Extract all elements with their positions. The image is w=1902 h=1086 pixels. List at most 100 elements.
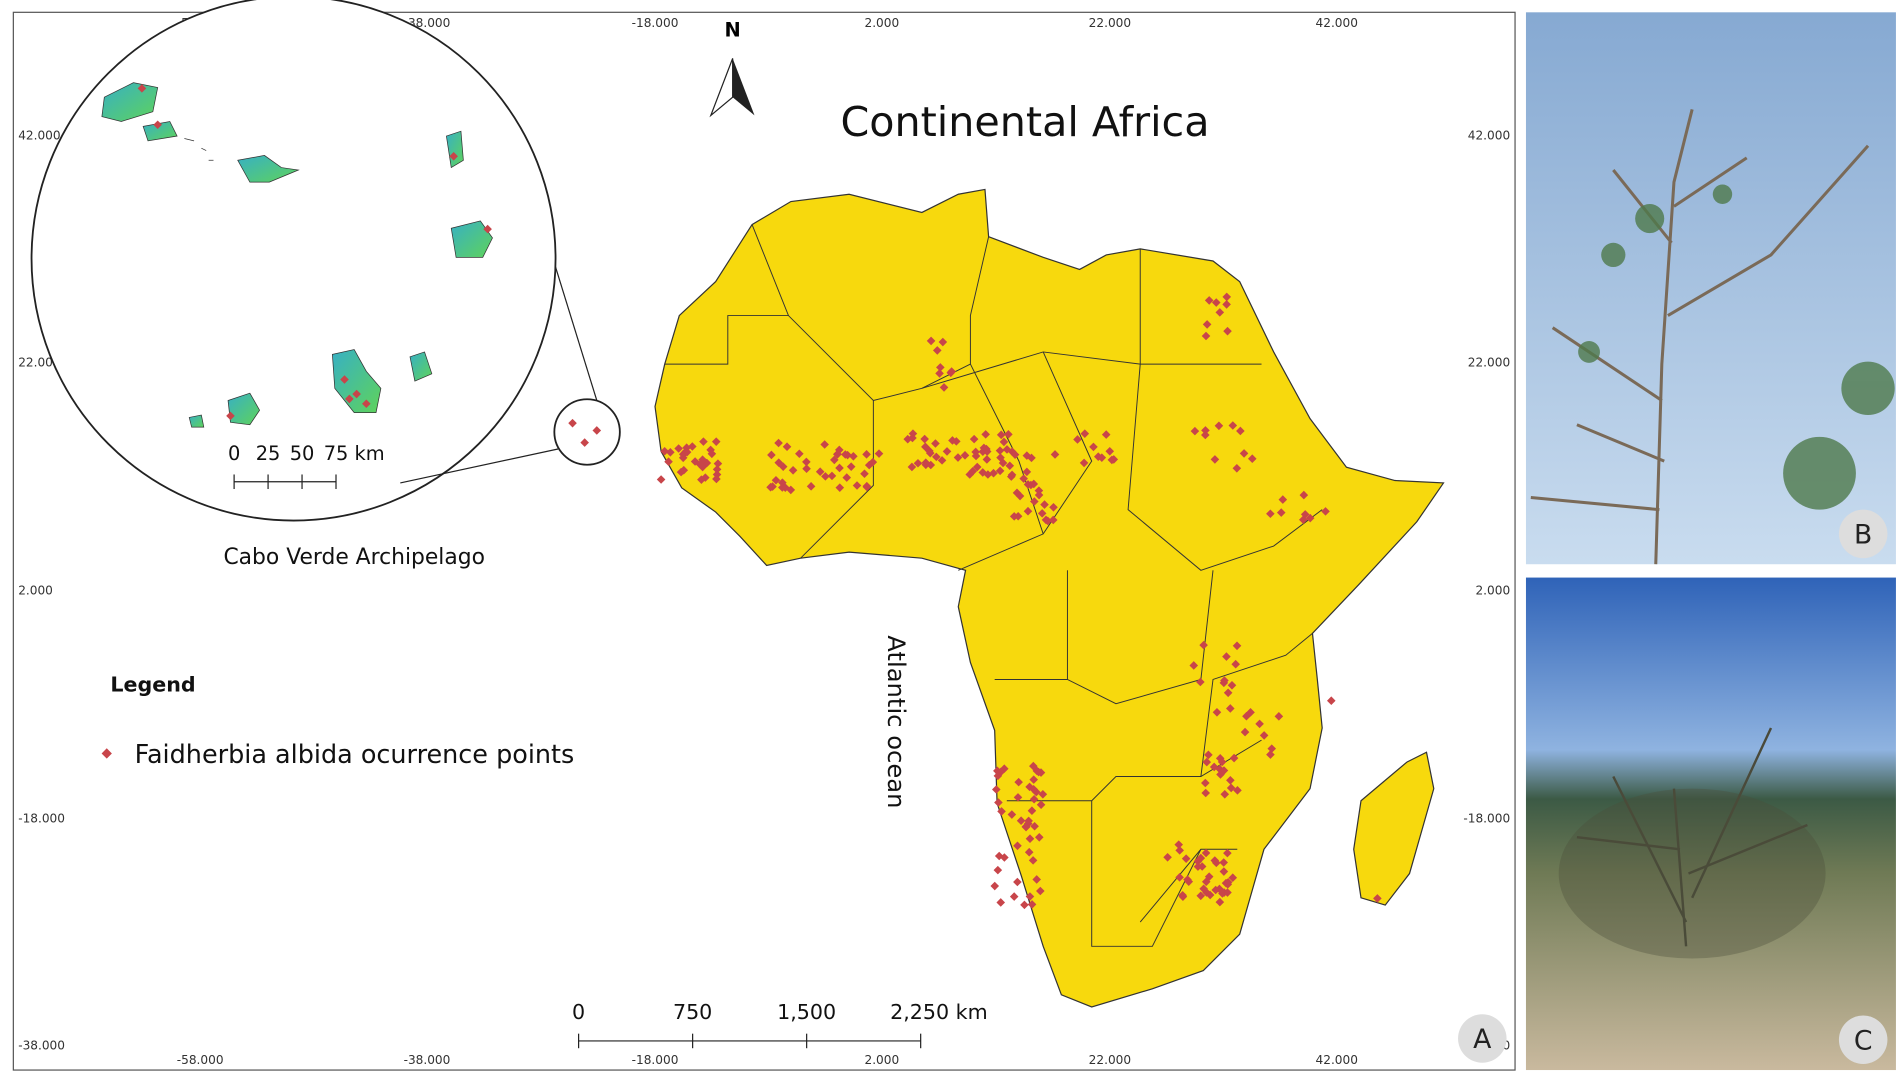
occurrence-point bbox=[991, 785, 1001, 794]
y-tick-label: 2.000 bbox=[1475, 584, 1510, 598]
occurrence-point bbox=[953, 453, 963, 462]
occurrence-point bbox=[1197, 862, 1207, 871]
occurrence-point bbox=[820, 440, 829, 449]
occurrence-point bbox=[1023, 480, 1033, 489]
occurrence-point bbox=[1223, 877, 1233, 887]
inset-caption: Cabo Verde Archipelago bbox=[223, 545, 485, 570]
occurrence-point bbox=[1266, 750, 1275, 759]
occurrence-point bbox=[833, 449, 842, 459]
occurrence-point bbox=[925, 448, 935, 458]
occurrence-point bbox=[936, 363, 945, 372]
scale-label: 25 bbox=[256, 442, 281, 465]
legend-entry: Faidherbia albida ocurrence points bbox=[135, 740, 575, 770]
occurrence-point bbox=[982, 455, 992, 464]
scale-label: 75 km bbox=[324, 442, 385, 465]
scale-label: 1,500 bbox=[777, 1000, 836, 1024]
occurrence-point bbox=[874, 449, 884, 458]
occurrence-point bbox=[1015, 491, 1025, 501]
occurrence-point bbox=[713, 459, 723, 468]
occurrence-point bbox=[782, 442, 792, 451]
occurrence-point bbox=[1009, 892, 1019, 901]
occurrence-point bbox=[981, 430, 990, 439]
occurrence-point bbox=[788, 466, 798, 475]
occurrence-point bbox=[830, 455, 839, 465]
occurrence-point bbox=[1002, 445, 1012, 454]
occurrence-point bbox=[849, 452, 858, 461]
occurrence-point bbox=[1222, 292, 1232, 302]
occurrence-point bbox=[664, 457, 673, 466]
occurrence-point bbox=[778, 462, 788, 471]
occurrence-point bbox=[862, 450, 871, 459]
occurrence-point bbox=[937, 456, 947, 465]
occurrence-point bbox=[842, 473, 852, 482]
occurrence-point bbox=[1013, 793, 1023, 802]
x-tick-label: 42.000 bbox=[1316, 16, 1358, 30]
x-tick-label: 2.000 bbox=[864, 16, 899, 30]
occurrence-point bbox=[931, 439, 940, 448]
occurrence-point bbox=[1175, 846, 1184, 855]
occurrence-point bbox=[997, 807, 1006, 816]
occurrence-point bbox=[1032, 875, 1041, 884]
occurrence-point bbox=[660, 446, 669, 456]
occurrence-point bbox=[1178, 892, 1188, 901]
occurrence-point bbox=[996, 767, 1006, 777]
occurrence-point bbox=[1027, 900, 1037, 909]
occurrence-point bbox=[971, 447, 980, 457]
occurrence-point bbox=[1107, 455, 1117, 465]
occurrence-point bbox=[942, 447, 952, 456]
occurrence-point bbox=[1030, 497, 1039, 506]
scale-label: 0 bbox=[228, 442, 240, 465]
occurrence-point bbox=[1023, 506, 1033, 516]
occurrence-point bbox=[699, 437, 708, 446]
occurrence-point bbox=[1201, 877, 1211, 887]
occurrence-point bbox=[1199, 884, 1208, 894]
x-tick-label: -18.000 bbox=[632, 1053, 679, 1067]
occurrence-point bbox=[815, 467, 825, 476]
occurrence-point bbox=[948, 436, 957, 445]
panel-label: A bbox=[1473, 1024, 1492, 1055]
occurrence-point bbox=[935, 369, 944, 378]
occurrence-point bbox=[1220, 790, 1230, 799]
north-arrow bbox=[709, 58, 734, 118]
occurrence-point bbox=[1201, 426, 1210, 435]
occurrence-point bbox=[690, 457, 700, 466]
occurrence-point bbox=[835, 483, 845, 492]
occurrence-point bbox=[712, 474, 721, 484]
connector bbox=[554, 266, 598, 401]
occurrence-point bbox=[656, 475, 666, 484]
occurrence-point bbox=[1201, 848, 1211, 858]
occurrence-point bbox=[921, 458, 931, 467]
occurrence-point bbox=[1021, 822, 1031, 831]
occurrence-point bbox=[1215, 897, 1225, 907]
occurrence-point bbox=[947, 367, 956, 376]
occurrence-point bbox=[1007, 810, 1017, 819]
occurrence-point bbox=[1227, 680, 1237, 690]
occurrence-point bbox=[697, 475, 706, 484]
occurrence-point bbox=[681, 447, 690, 456]
occurrence-point bbox=[996, 898, 1006, 907]
occurrence-point bbox=[712, 465, 722, 474]
occurrence-point bbox=[1013, 877, 1022, 887]
y-tick-label: 22.000 bbox=[1468, 356, 1510, 370]
occurrence-point bbox=[802, 457, 811, 467]
photo-c bbox=[1525, 577, 1896, 1071]
y-tick-label: 42.000 bbox=[18, 129, 60, 143]
occurrence-point bbox=[1034, 832, 1044, 842]
occurrence-point bbox=[1028, 856, 1038, 865]
occurrence-point bbox=[1216, 770, 1225, 779]
occurrence-point bbox=[1025, 892, 1035, 901]
islands bbox=[101, 82, 493, 428]
panel-badge bbox=[1838, 509, 1888, 559]
occurrence-point bbox=[921, 442, 930, 452]
occurrence-point bbox=[998, 458, 1008, 468]
occurrence-point bbox=[920, 434, 929, 444]
occurrence-point bbox=[969, 434, 979, 444]
occurrence-point bbox=[795, 449, 804, 459]
madagascar bbox=[1353, 751, 1435, 906]
occurrence-point bbox=[932, 346, 942, 355]
occurrence-point bbox=[786, 485, 796, 495]
occurrence-point bbox=[666, 447, 675, 457]
occurrence-point bbox=[806, 482, 816, 491]
occurrence-point bbox=[1222, 300, 1231, 309]
